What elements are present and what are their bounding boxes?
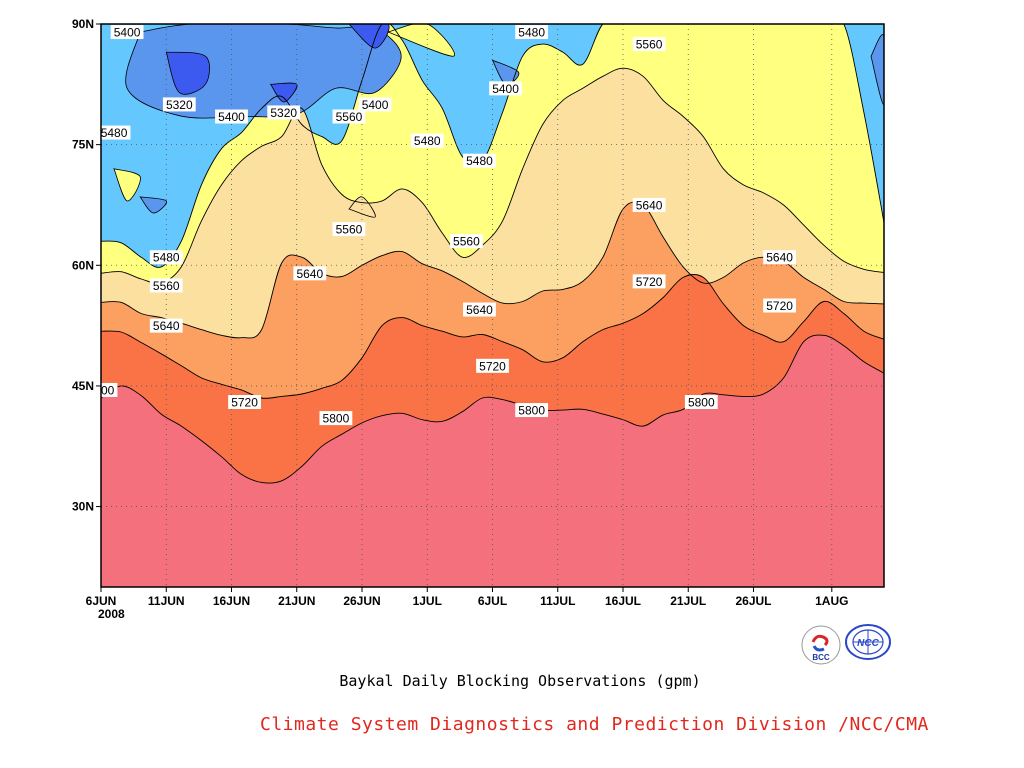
contour-label-28: 5320	[270, 106, 297, 120]
contour-label-11: 5640	[636, 198, 663, 212]
bcc-logo: BCC	[801, 625, 841, 665]
y-tick-label-3: 45N	[72, 379, 94, 393]
contour-label-27: 5320	[166, 98, 193, 112]
x-tick-label-9: 21JUL	[670, 594, 706, 608]
x-tick-label-2: 16JUN	[213, 594, 250, 608]
contour-label-20: 5480	[414, 134, 441, 148]
x-tick-label-11: 1AUG	[815, 594, 848, 608]
contour-label-bg-10	[463, 302, 496, 317]
contour-label-4: 5800	[518, 404, 545, 418]
contour-label-bg-25	[358, 97, 392, 112]
contour-label-25: 5400	[362, 98, 389, 112]
contour-label-13: 5560	[153, 279, 180, 293]
contour-label-1: 5720	[231, 396, 258, 410]
contour-label-bg-3	[476, 358, 509, 373]
contour-label-10: 5640	[466, 303, 493, 317]
contour-label-24: 5400	[218, 110, 245, 124]
contour-line-5480	[101, 24, 884, 268]
closed-contour-3	[348, 24, 390, 49]
x-tick-label-7: 11JUL	[540, 594, 575, 608]
contour-line-5720	[101, 273, 884, 399]
contour-label-bg-21	[463, 153, 496, 168]
contour-label-23: 5400	[114, 26, 141, 40]
contour-label-26: 5400	[492, 82, 519, 96]
closed-contour-1	[165, 51, 210, 95]
svg-text:NCC: NCC	[857, 638, 879, 649]
contour-label-6: 5720	[636, 275, 663, 289]
contour-label-bg-2	[319, 411, 353, 426]
contour-label-12: 5640	[766, 251, 793, 265]
chart-title: Baykal Daily Blocking Observations (gpm)	[339, 672, 701, 690]
closed-contour-4	[491, 59, 520, 85]
contour-label-bg-17	[632, 37, 666, 52]
credit-line: Climate System Diagnostics and Predictio…	[260, 714, 929, 735]
contour-label-17: 5560	[636, 38, 663, 52]
x-tick-label-0: 6JUN	[86, 594, 117, 608]
x-tick-label-8: 16JUL	[605, 594, 641, 608]
closed-contour-0	[125, 24, 402, 119]
x-tick-label-1: 11JUN	[148, 594, 185, 608]
contour-label-bg-11	[632, 197, 666, 212]
closed-contour-5	[870, 34, 884, 105]
contour-label-14: 5560	[336, 223, 363, 237]
contour-label-bg-19	[101, 125, 131, 140]
contour-line-5800	[101, 334, 884, 484]
contour-label-2: 5800	[323, 412, 350, 426]
contour-label-21: 5480	[466, 154, 493, 168]
plot-area: 5800 5720 5800 5720 5800 5800 5720 5720 5640 5640…	[88, 24, 884, 587]
x-tick-label-5: 1JUL	[413, 594, 442, 608]
contour-label-19: 5480	[101, 126, 128, 140]
contour-label-0: 5800	[88, 383, 115, 397]
x-tick-label-4: 26JUN	[343, 594, 380, 608]
contour-label-bg-6	[632, 274, 666, 289]
y-tick-label-4: 30N	[72, 500, 94, 514]
closed-contour-7	[113, 168, 141, 202]
contour-label-bg-27	[162, 97, 196, 112]
contour-label-bg-12	[763, 250, 796, 265]
contour-label-7: 5720	[766, 299, 793, 313]
contour-label-8: 5640	[153, 319, 180, 333]
contour-label-bg-28	[267, 105, 301, 120]
contour-label-22: 5480	[518, 26, 545, 40]
x-tick-label-10: 26JUL	[735, 594, 771, 608]
contour-label-bg-23	[110, 25, 144, 40]
contour-label-bg-13	[149, 278, 183, 293]
contour-label-bg-20	[410, 133, 444, 148]
contour-label-bg-5	[684, 395, 718, 410]
contour-label-bg-26	[489, 81, 522, 96]
contour-label-bg-18	[149, 250, 183, 265]
closed-contour-8	[348, 196, 376, 218]
contour-label-16: 5560	[336, 110, 363, 124]
contour-line-5640	[101, 201, 884, 339]
contour-label-15: 5560	[453, 235, 480, 249]
contour-label-bg-0	[101, 382, 118, 397]
svg-text:BCC: BCC	[812, 653, 830, 662]
contour-label-bg-4	[515, 403, 549, 418]
closed-contour-6	[139, 196, 167, 214]
contour-label-bg-7	[763, 298, 796, 313]
x-tick-label-6: 6JUL	[478, 594, 507, 608]
contour-label-bg-22	[515, 25, 549, 40]
contour-label-bg-14	[332, 222, 366, 237]
y-tick-label-1: 75N	[72, 138, 94, 152]
y-tick-label-0: 90N	[72, 17, 94, 31]
x-tick-year-label: 2008	[98, 607, 125, 621]
ncc-logo: NCC	[845, 624, 891, 660]
contour-label-bg-24	[215, 109, 248, 124]
contour-label-bg-15	[450, 234, 483, 249]
contour-label-bg-8	[149, 318, 183, 333]
contour-label-5: 5800	[688, 396, 715, 410]
closed-contour-9	[386, 24, 455, 57]
contour-label-9: 5640	[296, 267, 323, 281]
contour-label-3: 5720	[479, 359, 506, 373]
contour-label-bg-1	[228, 395, 261, 410]
contour-label-bg-9	[293, 266, 327, 281]
contour-label-bg-16	[332, 109, 366, 124]
y-tick-label-2: 60N	[72, 258, 94, 272]
contour-label-18: 5480	[153, 251, 180, 265]
x-tick-label-3: 21JUN	[278, 594, 315, 608]
closed-contour-2	[269, 82, 298, 103]
